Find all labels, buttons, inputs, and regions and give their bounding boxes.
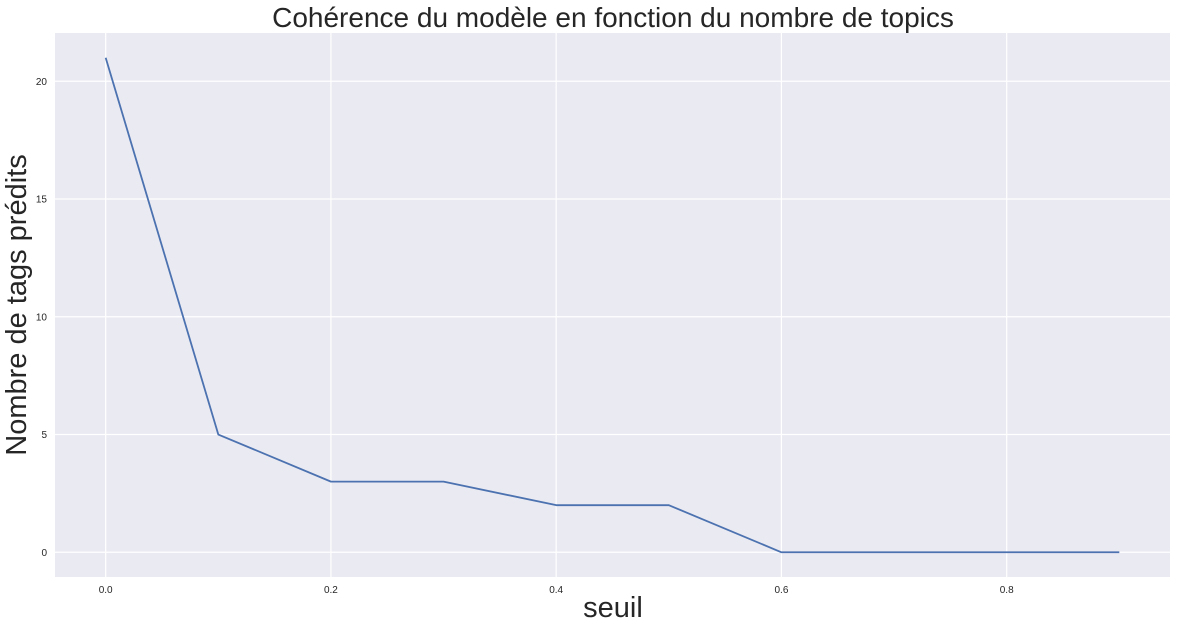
x-tick-label: 0.0 (99, 585, 113, 596)
y-tick-label: 0 (41, 548, 47, 559)
grid (55, 33, 1170, 577)
y-axis-label: Nombre de tags prédits (1, 154, 33, 455)
y-tick-label: 15 (36, 195, 48, 206)
x-tick-label: 0.4 (549, 585, 563, 596)
y-tick-label: 10 (36, 312, 48, 323)
x-tick-label: 0.2 (324, 585, 338, 596)
series-layer (104, 57, 1120, 554)
x-axis-label: seuil (583, 592, 643, 624)
y-tick-label: 20 (36, 77, 48, 88)
x-axis-ticks: 0.0 0.2 0.4 0.6 0.8 (99, 585, 1014, 596)
x-tick-label: 0.6 (774, 585, 788, 596)
plot-area (55, 33, 1170, 577)
chart-title: Cohérence du modèle en fonction du nombr… (272, 2, 954, 33)
series-line (104, 57, 1120, 554)
y-axis-ticks: 0 5 10 15 20 (36, 77, 48, 559)
x-tick-label: 0.8 (1000, 585, 1014, 596)
y-tick-label: 5 (41, 430, 47, 441)
